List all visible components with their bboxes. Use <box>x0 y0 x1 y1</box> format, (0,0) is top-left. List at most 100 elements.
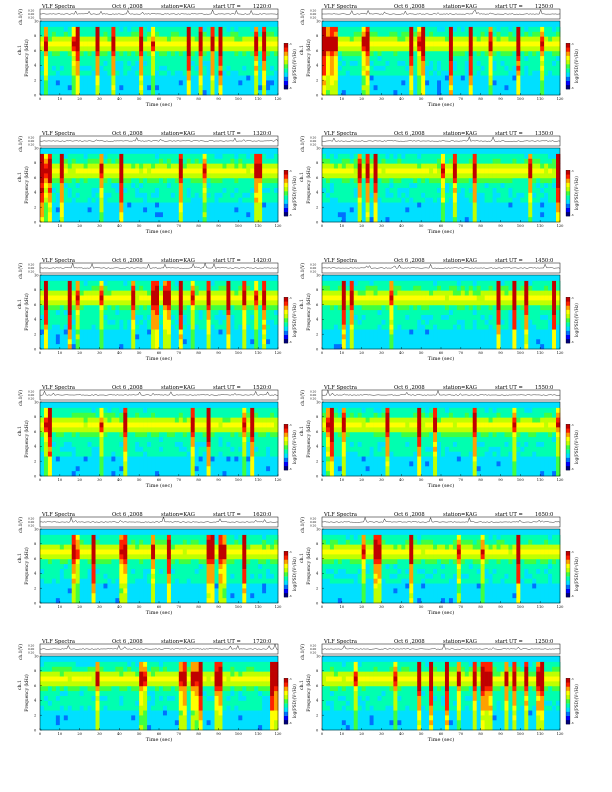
spectrogram-cell <box>540 192 545 198</box>
spectrogram-cell <box>329 324 335 330</box>
spectrogram-cell <box>218 153 223 160</box>
spectrogram-cell <box>115 36 120 42</box>
spectrogram-cell <box>456 60 462 67</box>
spectrogram-cell <box>119 26 124 33</box>
spectrogram-cell <box>341 163 347 169</box>
spectrogram-cell <box>337 70 343 76</box>
spectrogram-cell <box>393 217 398 223</box>
spectrogram-cell <box>262 178 267 184</box>
spectrogram-cell <box>341 41 347 47</box>
spectrogram-cell <box>556 31 561 37</box>
spectrogram-cell <box>385 51 390 57</box>
spectrogram-cell <box>131 65 136 71</box>
spectrogram-cell <box>441 85 446 91</box>
spectrogram-cell <box>552 75 557 81</box>
spectrogram-cell <box>55 183 61 189</box>
spectrogram-cell <box>274 60 279 67</box>
spectrogram-cell <box>468 75 474 81</box>
spectrogram-cell <box>532 41 537 47</box>
spectrogram-cell <box>139 187 144 194</box>
spectrogram-cell <box>186 70 192 76</box>
spectrogram-cell <box>484 60 489 67</box>
spectrogram-cell <box>536 46 541 52</box>
spectrogram-cell <box>159 192 164 198</box>
spectrogram-cell <box>115 334 120 340</box>
spectrogram-cell <box>266 300 271 306</box>
spectrogram-cell <box>345 329 351 335</box>
spectrogram-cell <box>210 300 215 306</box>
spectrogram-cell <box>143 344 148 350</box>
spectrogram-cell <box>222 26 227 33</box>
spectrogram-cell <box>206 80 211 86</box>
spectrogram-cell <box>111 41 116 47</box>
spectrogram-cell <box>409 56 414 62</box>
spectrogram-cell <box>178 290 184 296</box>
spectrogram-cell <box>254 192 259 198</box>
spectrogram-cell <box>492 207 497 213</box>
spectrogram-cell <box>131 51 136 57</box>
spectrogram-cell <box>155 85 160 91</box>
spectrogram-cell <box>441 207 446 213</box>
spectrogram-cell <box>246 90 251 96</box>
spectrogram-cell <box>464 197 470 203</box>
spectrogram-cell <box>202 158 207 164</box>
spectrogram-cell <box>409 319 414 325</box>
spectrogram-cell <box>51 314 57 321</box>
spectrogram-cell <box>429 207 434 213</box>
spectrogram-cell <box>496 41 501 47</box>
spectrogram-cell <box>484 70 489 76</box>
spectrogram-cell <box>444 26 450 33</box>
spectrogram-cell <box>222 90 227 96</box>
spectrogram-cell <box>341 70 347 76</box>
spectrogram-cell <box>349 344 355 350</box>
spectrogram-cell <box>222 85 227 91</box>
spectrogram-cell <box>135 153 140 160</box>
spectrogram-cell <box>71 285 76 291</box>
spectrogram-cell <box>214 85 219 91</box>
spectrogram-cell <box>103 85 108 91</box>
spectrogram-cell <box>520 197 525 203</box>
spectrogram-cell <box>333 51 339 57</box>
spectrogram-cell <box>552 183 557 189</box>
spectrogram-cell <box>182 26 188 33</box>
spectrogram-cell <box>67 212 73 218</box>
spectrogram-cell <box>127 158 132 164</box>
spectrogram-cell <box>218 305 223 311</box>
spectrogram-cell <box>333 290 339 296</box>
spectrogram-cell <box>178 300 184 306</box>
spectrogram-cell <box>91 168 96 174</box>
spectrogram-cell <box>131 324 136 330</box>
spectrogram-cell <box>119 300 124 306</box>
spectrogram-cell <box>500 187 505 194</box>
spectrogram-cell <box>67 300 73 306</box>
spectrogram-cell <box>79 173 84 179</box>
spectrogram-cell <box>496 46 501 52</box>
spectrogram-cell <box>544 51 549 57</box>
spectrogram-cell <box>226 192 231 198</box>
spectrogram-cell <box>174 36 180 42</box>
spectrogram-cell <box>258 295 263 301</box>
spectrogram-cell <box>155 70 160 76</box>
spectrogram-cell <box>393 51 398 57</box>
spectrogram-cell <box>194 75 199 81</box>
spectrogram-cell <box>409 324 414 330</box>
spectrogram-cell <box>532 56 537 62</box>
spectrogram-cell <box>496 158 501 164</box>
spectrogram-cell <box>143 212 148 218</box>
spectrogram-cell <box>107 31 112 37</box>
spectrogram-cell <box>194 70 199 76</box>
spectrogram-cell <box>357 56 362 62</box>
spectrogram-cell <box>115 295 120 301</box>
spectrogram-cell <box>174 56 180 62</box>
spectrogram-cell <box>337 31 343 37</box>
spectrogram-cell <box>266 158 271 164</box>
spectrogram-cell <box>218 329 223 335</box>
spectrogram-cell <box>182 305 188 311</box>
spectrogram-cell <box>40 85 45 91</box>
spectrogram-cell <box>488 80 493 86</box>
spectrogram-cell <box>484 202 489 208</box>
spectrogram-cell <box>373 173 378 179</box>
spectrogram-cell <box>155 217 160 223</box>
spectrogram-cell <box>91 192 96 198</box>
spectrogram-cell <box>166 202 172 208</box>
